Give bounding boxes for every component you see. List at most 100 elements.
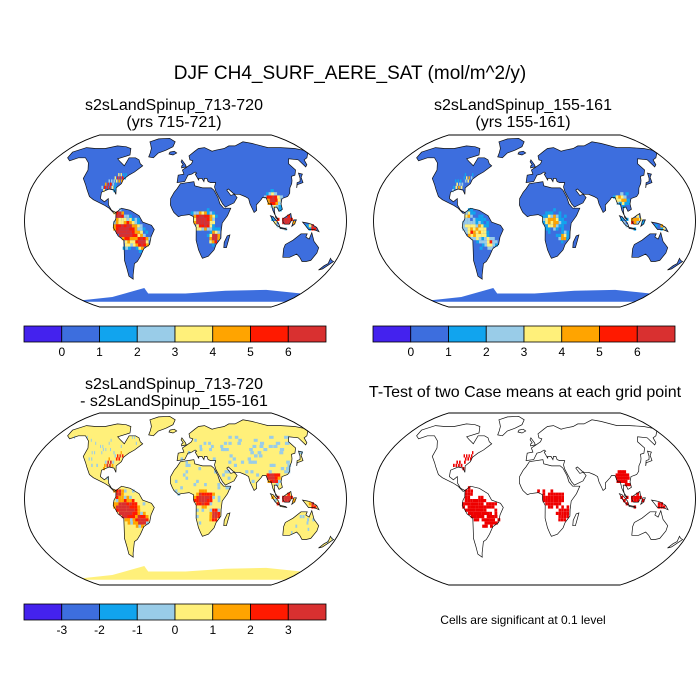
coastline-africa — [519, 459, 581, 537]
colorbar-tick-label: 1 — [209, 623, 216, 637]
panel-title-top-right-line2: (yrs 155-161) — [475, 113, 571, 131]
colorbar-swatch — [99, 603, 138, 621]
coastline-borneo — [282, 490, 293, 503]
land-greenland — [497, 138, 525, 158]
coastline-new-zealand — [667, 535, 684, 549]
colorbar-swatch — [287, 603, 327, 621]
coastline-borneo — [631, 490, 642, 503]
land-uk — [530, 437, 536, 446]
coastline-uk — [180, 437, 187, 447]
map-globe — [373, 413, 696, 585]
coastline-iceland — [168, 428, 178, 434]
grid-cells — [452, 173, 666, 250]
colorbar-swatch — [636, 325, 676, 343]
land-new-zealand — [318, 536, 334, 548]
land-new-zealand — [667, 536, 683, 548]
colorbar-swatch — [136, 325, 176, 343]
land-australia — [282, 232, 319, 262]
colorbar-tick-label: -1 — [132, 623, 143, 637]
colorbar-swatch — [61, 603, 100, 621]
land-uk — [181, 437, 187, 446]
colorbar-tick-label: 6 — [285, 345, 292, 359]
land-north-america — [67, 423, 143, 492]
colorbar-swatch — [23, 603, 63, 621]
land-greenland — [148, 416, 176, 436]
colorbar-swatch — [174, 325, 214, 343]
coastline-eurasia — [176, 141, 309, 221]
coastline-greenland — [148, 137, 176, 159]
colorbar-swatch — [99, 325, 138, 343]
coastline-iceland — [168, 150, 178, 156]
colorbar-swatch — [485, 325, 525, 343]
colorbar-swatch — [410, 325, 449, 343]
coastline-iceland — [517, 150, 527, 156]
map-globe — [373, 135, 696, 307]
coastline-madagascar — [572, 234, 580, 249]
coastline-greenland — [148, 415, 176, 437]
panel-title-top-right: s2sLandSpinup_155-161 (yrs 155-161) — [372, 97, 674, 132]
map-border — [373, 134, 696, 308]
coastline-borneo — [282, 212, 293, 225]
coastline-japan — [645, 172, 653, 188]
coastline-australia — [282, 231, 320, 262]
main-title: DJF CH4_SURF_AERE_SAT (mol/m^2/y) — [173, 63, 527, 84]
coastline-japan — [296, 450, 304, 466]
colorbar-tick-label: 5 — [247, 345, 254, 359]
map-top-right — [373, 134, 696, 308]
land-uk — [530, 159, 536, 168]
coastline-south-america — [112, 485, 155, 558]
panel-title-bottom-right: T-Test of two Case means at each grid po… — [355, 384, 695, 402]
land-australia — [631, 232, 668, 262]
coastline-africa — [170, 459, 232, 537]
colorbar-tick-label: 6 — [634, 345, 641, 359]
colorbar-swatch — [287, 325, 327, 343]
panel-title-top-left-line2: (yrs 715-721) — [126, 113, 222, 131]
colorbar-swatch — [599, 325, 638, 343]
coastline-new-guinea — [650, 221, 669, 233]
coastline-new-guinea — [301, 221, 320, 233]
coastline-japan — [296, 172, 304, 188]
colorbar-tick-label: 5 — [596, 345, 603, 359]
land-north-america — [416, 423, 492, 492]
colorbar-tick-label: -2 — [94, 623, 105, 637]
coastline-madagascar — [223, 234, 231, 249]
land-antarctic-rim — [82, 288, 302, 302]
panel-title-bottom-right-line1: T-Test of two Case means at each grid po… — [368, 384, 682, 401]
panel-title-top-left-line1: s2sLandSpinup_713-720 — [85, 97, 263, 114]
colorbar-swatch — [250, 325, 289, 343]
colorbar-tick-label: 3 — [521, 345, 528, 359]
colorbar-tick-label: 0 — [172, 623, 179, 637]
coastline-uk — [529, 437, 536, 447]
colorbar-swatch — [212, 325, 251, 343]
land-antarctic-rim — [82, 566, 302, 580]
colorbar-tick-label: 4 — [558, 345, 565, 359]
land-north-america — [67, 145, 143, 214]
colorbar-swatch — [212, 603, 251, 621]
map-border — [373, 412, 696, 586]
colorbar-swatch — [561, 325, 600, 343]
coastline-new-zealand — [318, 257, 335, 271]
map-top-left — [24, 134, 347, 308]
colorbar-swatch — [61, 325, 100, 343]
coastline-new-zealand — [667, 257, 684, 271]
land-new-zealand — [318, 258, 334, 270]
colorbar-tick-label: 1 — [96, 345, 103, 359]
coastline-australia — [282, 509, 320, 540]
coastline-java — [279, 504, 288, 508]
coastline-madagascar — [223, 512, 231, 527]
colorbar-tick-label: 1 — [445, 345, 452, 359]
coastline-australia — [631, 509, 669, 540]
land-madagascar — [572, 512, 579, 526]
colorbar-tick-label: 4 — [209, 345, 216, 359]
coastline-uk — [180, 159, 187, 169]
land-greenland — [148, 138, 176, 158]
map-globe — [24, 135, 347, 307]
coastline-java — [628, 226, 637, 230]
colorbar-top-right: 0 1 2 3 4 5 6 — [372, 325, 676, 359]
land-antarctic-rim — [431, 566, 651, 580]
colorbar-tick-label: 2 — [483, 345, 490, 359]
colorbar-tick-label: 2 — [134, 345, 141, 359]
colorbar-bottom-left: -3 -2 -1 0 1 2 3 — [23, 603, 327, 637]
land-greenland — [497, 416, 525, 436]
coastline-south-america — [461, 207, 504, 280]
